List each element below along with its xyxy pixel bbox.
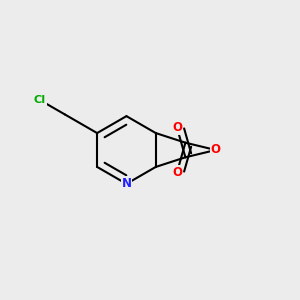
Text: O: O (172, 166, 182, 178)
Text: N: N (122, 177, 131, 190)
Text: Cl: Cl (34, 95, 46, 105)
Text: O: O (211, 143, 221, 157)
Text: O: O (172, 122, 182, 134)
